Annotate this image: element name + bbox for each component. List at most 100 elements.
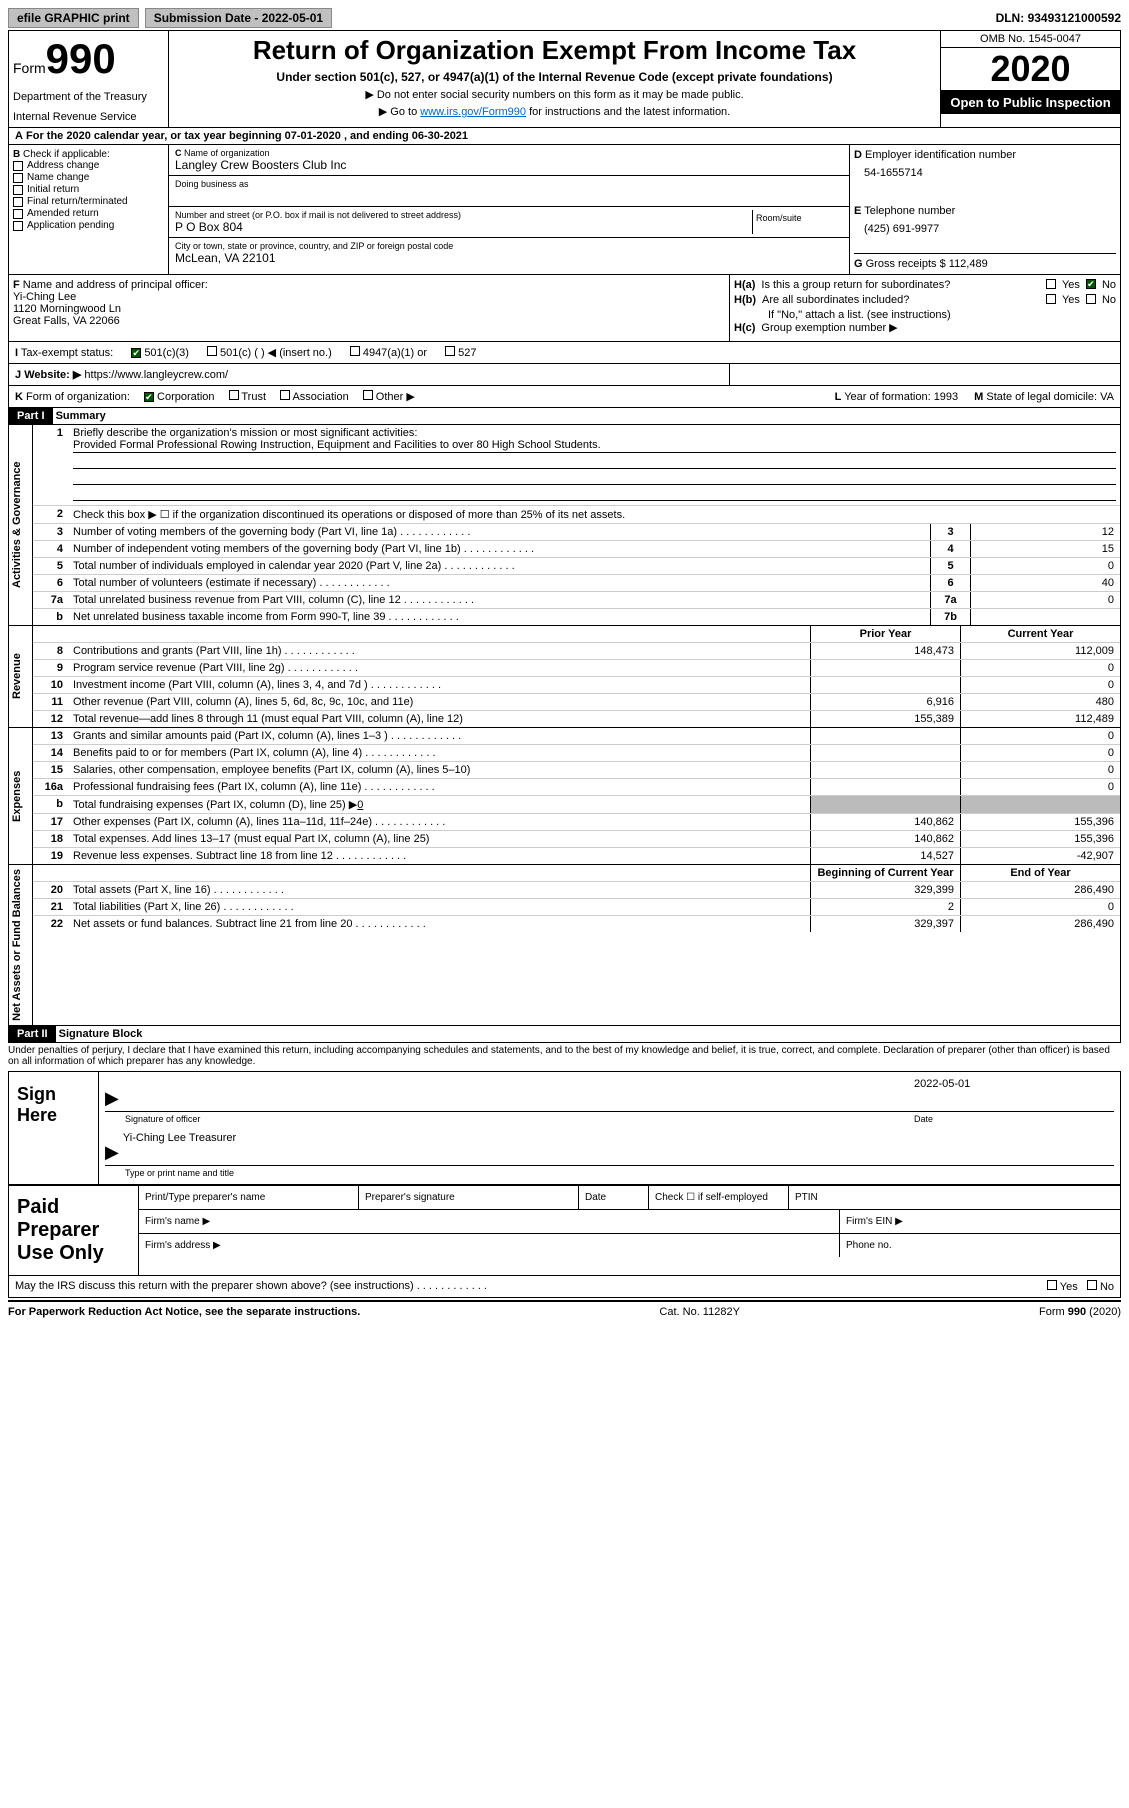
part2-title: Signature Block — [59, 1028, 143, 1040]
form-990-page: efile GRAPHIC print Submission Date - 20… — [0, 0, 1129, 1330]
line15-text: Salaries, other compensation, employee b… — [69, 762, 810, 778]
line22-text: Net assets or fund balances. Subtract li… — [69, 916, 810, 932]
p8: 148,473 — [810, 643, 960, 659]
header-left: Form990 Department of the Treasury Inter… — [9, 31, 169, 127]
cb-initial-return[interactable]: Initial return — [13, 184, 164, 195]
triangle-icon — [105, 1142, 119, 1163]
c16a: 0 — [960, 779, 1120, 795]
ha-no-cb[interactable] — [1086, 279, 1096, 289]
dln-value: 93493121000592 — [1028, 11, 1121, 25]
cb-other[interactable] — [363, 390, 373, 400]
part1-header: Part I Summary — [8, 408, 1121, 425]
cb-corp[interactable] — [144, 392, 154, 402]
discuss-row: May the IRS discuss this return with the… — [8, 1276, 1121, 1298]
dln: DLN: 93493121000592 — [996, 11, 1121, 25]
tax-status-label: Tax-exempt status: — [21, 347, 113, 359]
c18: 155,396 — [960, 831, 1120, 847]
cb-527[interactable] — [445, 346, 455, 356]
penalty-text: Under penalties of perjury, I declare th… — [8, 1043, 1121, 1069]
city-value: McLean, VA 22101 — [175, 251, 843, 265]
cb-application-pending[interactable]: Application pending — [13, 220, 164, 231]
name-label-text: Name of organization — [184, 148, 270, 158]
h-b: H(b) Are all subordinates included? Yes … — [734, 294, 1116, 306]
cb-amended-return[interactable]: Amended return — [13, 208, 164, 219]
prep-sig-label: Preparer's signature — [359, 1186, 579, 1209]
line13-text: Grants and similar amounts paid (Part IX… — [69, 728, 810, 744]
sig-name-label: Type or print name and title — [105, 1168, 1114, 1178]
line8-text: Contributions and grants (Part VIII, lin… — [69, 643, 810, 659]
firm-addr-label: Firm's address ▶ — [139, 1234, 840, 1257]
c19: -42,907 — [960, 848, 1120, 864]
side-activities: Activities & Governance — [9, 425, 25, 625]
form-title: Return of Organization Exempt From Incom… — [177, 35, 932, 66]
p9 — [810, 660, 960, 676]
cb-trust[interactable] — [229, 390, 239, 400]
efile-button[interactable]: efile GRAPHIC print — [8, 8, 139, 28]
line20-text: Total assets (Part X, line 16) — [69, 882, 810, 898]
cb-name-change[interactable]: Name change — [13, 172, 164, 183]
period-text: For the 2020 calendar year, or tax year … — [26, 130, 468, 142]
note-ssn: Do not enter social security numbers on … — [177, 88, 932, 101]
part1-badge: Part I — [9, 408, 53, 424]
ha-yes-cb[interactable] — [1046, 279, 1056, 289]
p17: 140,862 — [810, 814, 960, 830]
prior-year-hdr: Prior Year — [810, 626, 960, 642]
no-label: No — [1102, 279, 1116, 291]
dba-label: Doing business as — [175, 179, 843, 189]
cb-501c3[interactable] — [131, 348, 141, 358]
discuss-yes-cb[interactable] — [1047, 1280, 1057, 1290]
p11: 6,916 — [810, 694, 960, 710]
c16b — [960, 796, 1120, 813]
line4-val: 15 — [970, 541, 1120, 557]
box-b-label-text: Check if applicable: — [23, 149, 110, 160]
line14-text: Benefits paid to or for members (Part IX… — [69, 745, 810, 761]
header-right: OMB No. 1545-0047 2020 Open to Public In… — [940, 31, 1120, 127]
discuss-no-cb[interactable] — [1087, 1280, 1097, 1290]
officer-group: F Name and address of principal officer:… — [8, 275, 1121, 342]
h-a: H(a) Is this a group return for subordin… — [734, 279, 1116, 291]
form-label: Form — [13, 60, 46, 76]
submission-date-button[interactable]: Submission Date - 2022-05-01 — [145, 8, 332, 28]
p18: 140,862 — [810, 831, 960, 847]
officer-addr2: Great Falls, VA 22066 — [13, 315, 725, 327]
phone-label: Telephone number — [864, 205, 955, 217]
yes-label: Yes — [1062, 294, 1080, 306]
hb-no-cb[interactable] — [1086, 294, 1096, 304]
line2: Check this box ▶ ☐ if the organization d… — [69, 506, 1120, 523]
cb-final-return[interactable]: Final return/terminated — [13, 196, 164, 207]
line3-text: Number of voting members of the governin… — [69, 524, 930, 540]
p22: 329,397 — [810, 916, 960, 932]
box-l: L Year of formation: 1993 — [835, 391, 959, 403]
sig-name: Yi-Ching Lee Treasurer — [119, 1132, 236, 1163]
cb-501c[interactable] — [207, 346, 217, 356]
line16a-text: Professional fundraising fees (Part IX, … — [69, 779, 810, 795]
period-row: A For the 2020 calendar year, or tax yea… — [8, 128, 1121, 145]
form-org-label: Form of organization: — [26, 391, 130, 403]
501c3-label: 501(c)(3) — [144, 347, 189, 359]
box-i: I Tax-exempt status: 501(c)(3) 501(c) ( … — [8, 342, 1121, 364]
trust-label: Trust — [241, 391, 266, 403]
side-revenue: Revenue — [9, 626, 25, 727]
c17: 155,396 — [960, 814, 1120, 830]
line3-val: 12 — [970, 524, 1120, 540]
ptin-label: PTIN — [789, 1186, 1120, 1209]
discuss-no: No — [1100, 1281, 1114, 1293]
dept-treasury: Department of the Treasury — [13, 91, 164, 103]
instructions-link[interactable]: www.irs.gov/Form990 — [420, 106, 526, 118]
sig-date: 2022-05-01 — [914, 1078, 1114, 1109]
p16b — [810, 796, 960, 813]
line1: Briefly describe the organization's miss… — [69, 425, 1120, 505]
hb-yes-cb[interactable] — [1046, 294, 1056, 304]
ein-label: Employer identification number — [865, 149, 1016, 161]
c14: 0 — [960, 745, 1120, 761]
cb-label: Amended return — [27, 208, 99, 219]
cb-4947[interactable] — [350, 346, 360, 356]
c13: 0 — [960, 728, 1120, 744]
open-inspection: Open to Public Inspection — [941, 91, 1120, 114]
cb-assoc[interactable] — [280, 390, 290, 400]
corp-label: Corporation — [157, 391, 214, 403]
p13 — [810, 728, 960, 744]
ein-value: 54-1655714 — [854, 161, 1116, 185]
cb-address-change[interactable]: Address change — [13, 160, 164, 171]
phone-box: E Telephone number (425) 691-9977 — [854, 205, 1116, 241]
